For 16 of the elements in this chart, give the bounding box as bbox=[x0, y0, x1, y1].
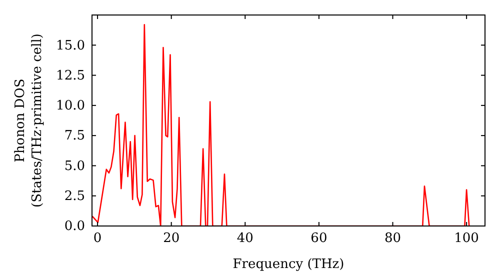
y-tick-label: 15.0 bbox=[56, 38, 85, 54]
y-axis-title: Phonon DOS (States/THz·primitive cell) bbox=[13, 33, 45, 208]
y-tick-label: 7.5 bbox=[64, 128, 85, 144]
x-tick-label: 80 bbox=[384, 231, 402, 246]
x-tick-label: 20 bbox=[163, 231, 180, 246]
x-tick-label: 40 bbox=[236, 231, 254, 246]
x-tick-label: 0 bbox=[93, 231, 102, 246]
y-tick-label: 10.0 bbox=[56, 98, 85, 114]
y-tick-label: 2.5 bbox=[64, 189, 85, 204]
x-tick-label: 60 bbox=[310, 231, 328, 246]
y-tick-label: 12.5 bbox=[56, 68, 85, 84]
y-tick-label: 5.0 bbox=[64, 158, 85, 174]
x-axis-title: Frequency (THz) bbox=[232, 257, 344, 272]
line-series bbox=[92, 24, 470, 226]
y-tick-label: 0.0 bbox=[64, 219, 85, 234]
x-tick-label: 100 bbox=[454, 231, 479, 246]
